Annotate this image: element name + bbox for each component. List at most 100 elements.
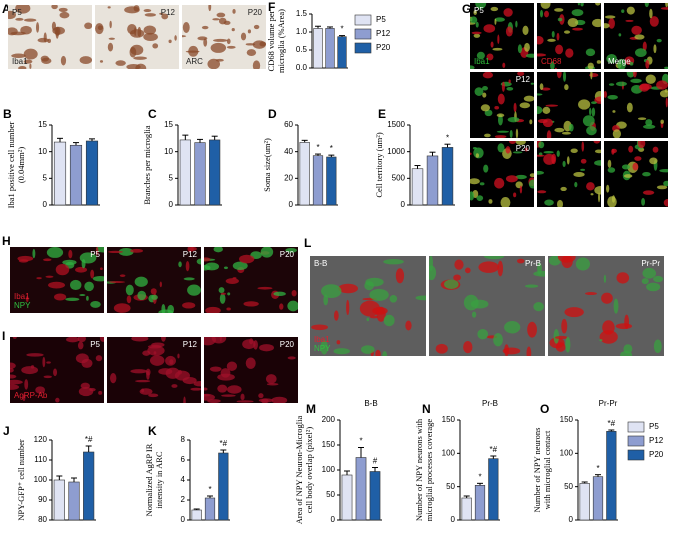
texture-blob — [144, 13, 157, 17]
texture-blob — [207, 399, 221, 403]
y-tick-label: 100 — [560, 448, 574, 457]
texture-blob — [158, 309, 174, 313]
texture-blob — [474, 87, 484, 96]
texture-blob — [108, 37, 116, 40]
texture-blob — [245, 357, 256, 369]
texture-blob — [665, 3, 668, 8]
stain-label: CD68 — [541, 57, 562, 66]
texture-blob — [333, 348, 350, 355]
texture-blob — [581, 141, 585, 152]
texture-blob — [43, 375, 52, 379]
texture-blob — [494, 177, 505, 189]
texture-blob — [21, 366, 39, 375]
texture-blob — [612, 110, 616, 113]
texture-blob — [182, 302, 196, 309]
texture-blob — [550, 61, 555, 69]
texture-blob — [113, 303, 131, 313]
texture-blob — [632, 72, 637, 78]
texture-blob — [8, 10, 16, 20]
bar — [312, 155, 324, 206]
texture-blob — [509, 141, 517, 144]
texture-blob — [628, 145, 634, 153]
y-tick-label: 0.5 — [296, 45, 308, 54]
texture-blob — [539, 83, 544, 91]
texture-blob — [653, 275, 664, 283]
bar — [53, 479, 65, 521]
texture-blob — [504, 321, 521, 334]
texture — [95, 5, 177, 69]
texture-blob — [580, 3, 584, 7]
texture-blob — [333, 310, 339, 321]
texture-blob — [130, 248, 144, 253]
texture-blob — [642, 172, 651, 177]
texture-blob — [560, 186, 567, 192]
texture-blob — [187, 284, 201, 296]
texture-blob — [252, 60, 261, 69]
texture-blob — [542, 106, 551, 114]
texture-blob — [645, 119, 653, 126]
stain-label: Iba1 — [314, 335, 330, 344]
texture-blob — [642, 267, 657, 279]
texture-blob — [32, 248, 36, 259]
tile-title: P20 — [280, 250, 295, 259]
texture-blob — [620, 350, 633, 356]
texture-blob — [606, 53, 617, 64]
texture — [107, 247, 201, 313]
texture-blob — [493, 333, 503, 347]
texture-blob — [526, 346, 532, 356]
texture-blob — [124, 6, 140, 14]
texture — [182, 5, 266, 69]
texture-blob — [375, 349, 381, 356]
bar — [325, 28, 335, 69]
texture-blob — [540, 3, 551, 9]
texture-blob — [429, 265, 437, 281]
texture-blob — [470, 152, 472, 155]
stain-label: NPY — [14, 301, 31, 310]
texture-blob — [372, 307, 388, 315]
texture — [311, 259, 426, 356]
texture-blob — [108, 281, 126, 284]
significance: * — [446, 133, 449, 142]
y-tick-label: 8 — [181, 435, 186, 444]
texture-blob — [55, 264, 70, 276]
texture-blob — [245, 43, 256, 46]
texture-blob — [565, 336, 571, 353]
texture — [470, 3, 534, 69]
panel-letter: I — [2, 329, 5, 343]
y-tick-label: 0 — [169, 200, 174, 209]
texture-blob — [470, 178, 480, 185]
y-axis-label: microglial processes coverage — [424, 419, 434, 522]
texture-blob — [62, 259, 77, 265]
texture-blob — [243, 301, 259, 307]
panel-letter: E — [378, 107, 386, 121]
texture-blob — [656, 38, 662, 43]
texture-blob — [453, 274, 461, 281]
texture-blob — [476, 195, 484, 201]
texture-blob — [37, 37, 49, 43]
texture-blob — [516, 258, 525, 264]
texture-blob — [562, 160, 566, 168]
texture-blob — [660, 7, 668, 10]
texture-blob — [470, 65, 475, 69]
texture-blob — [169, 359, 174, 365]
texture-blob — [185, 260, 190, 272]
texture-blob — [247, 29, 252, 34]
y-tick-label: 50 — [446, 482, 455, 491]
texture-blob — [557, 256, 576, 263]
texture-blob — [221, 394, 236, 397]
texture-blob — [543, 150, 554, 154]
texture-blob — [546, 130, 552, 138]
texture-blob — [178, 261, 182, 268]
y-axis-label: Normalized AgRP IR — [144, 443, 154, 516]
texture-blob — [174, 370, 190, 381]
texture-blob — [236, 400, 254, 403]
panel-letter: H — [2, 234, 11, 248]
texture-blob — [183, 277, 195, 281]
texture-blob — [107, 250, 124, 254]
texture-blob — [582, 115, 595, 127]
texture-blob — [273, 291, 286, 296]
texture-blob — [79, 294, 86, 297]
texture-blob — [42, 356, 46, 368]
texture-blob — [506, 86, 514, 91]
texture-blob — [486, 53, 494, 61]
